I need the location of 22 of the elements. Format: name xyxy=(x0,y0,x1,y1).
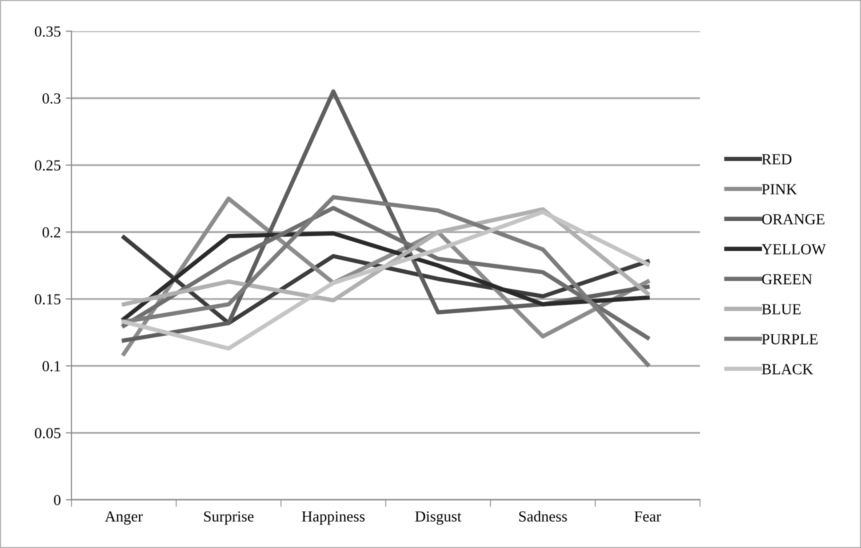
y-tick-label: 0.05 xyxy=(34,428,60,438)
legend-label: YELLOW xyxy=(762,244,826,254)
y-tick-label: 0.35 xyxy=(34,26,60,37)
x-tick-label: Fear xyxy=(634,511,662,522)
y-tick-label: 0.15 xyxy=(34,294,60,304)
legend-label: PURPLE xyxy=(762,334,818,344)
legend-label: RED xyxy=(762,154,792,164)
y-tick-label: 0.25 xyxy=(34,160,60,171)
x-tick-label: Disgust xyxy=(415,511,462,525)
x-tick-label: Surprise xyxy=(204,511,254,525)
y-tick-label: 0.3 xyxy=(42,93,60,104)
legend-label: BLUE xyxy=(762,304,801,314)
legend-label: BLACK xyxy=(762,364,814,374)
y-tick-label: 0 xyxy=(54,494,60,506)
legend-label: ORANGE xyxy=(762,214,824,224)
legend-label: PINK xyxy=(762,184,797,194)
x-tick-label: Anger xyxy=(104,511,143,525)
x-tick-label: Happiness xyxy=(302,511,365,525)
y-tick-label: 0.1 xyxy=(42,361,60,372)
legend-label: GREEN xyxy=(762,274,812,284)
y-tick-label: 0.2 xyxy=(42,227,60,238)
x-tick-label: Sadness xyxy=(519,510,567,522)
